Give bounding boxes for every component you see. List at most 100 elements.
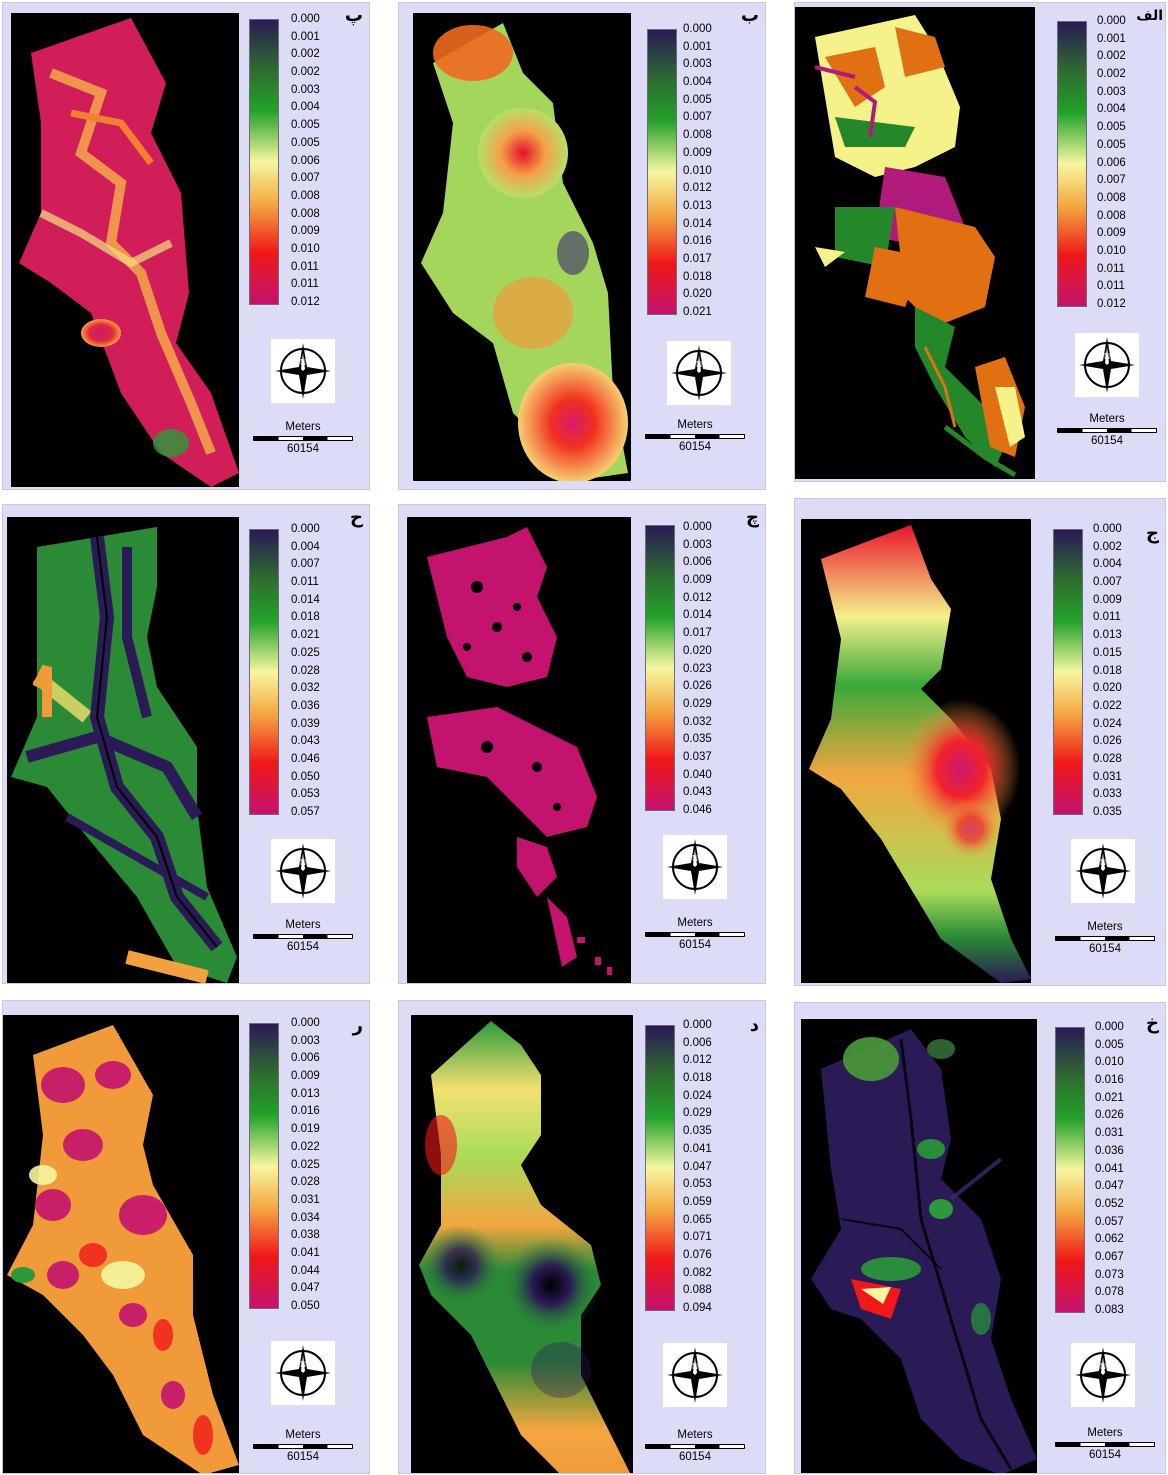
- map-panel-alef: 0.000 0.001 0.002 0.002 0.003 0.004 0.00…: [794, 2, 1166, 482]
- legend-colorbar: [1053, 529, 1083, 815]
- legend-tick: 0.020: [683, 644, 712, 657]
- legend-ticks: 0.000 0.006 0.012 0.018 0.024 0.029 0.03…: [683, 1019, 731, 1315]
- legend-tick: 0.062: [1095, 1233, 1124, 1246]
- raster-map: [809, 525, 1031, 983]
- map-area: [7, 517, 239, 983]
- legend-tick: 0.008: [291, 189, 320, 202]
- legend-tick: 0.026: [1095, 1109, 1124, 1122]
- legend-tick: 0.000: [291, 1017, 320, 1029]
- scale-line: [645, 1444, 745, 1449]
- legend-tick: 0.012: [1097, 298, 1126, 310]
- legend-tick: 0.010: [1095, 1056, 1124, 1069]
- legend-tick: 0.017: [683, 252, 712, 265]
- legend-tick: 0.021: [1095, 1091, 1124, 1104]
- legend-tick: 0.014: [291, 593, 320, 606]
- scale-line: [1055, 1442, 1155, 1447]
- legend-tick: 0.013: [683, 199, 712, 212]
- legend-tick: 0.005: [1097, 138, 1126, 151]
- legend-tick: 0.041: [291, 1246, 320, 1259]
- legend-tick: 0.036: [291, 699, 320, 712]
- legend-tick: 0.073: [1095, 1268, 1124, 1281]
- panel-label: ج: [1146, 523, 1159, 544]
- legend-tick: 0.009: [291, 225, 320, 238]
- scale-line: [645, 932, 745, 937]
- scale-value: 60154: [287, 443, 319, 455]
- raster-map: [7, 1025, 239, 1473]
- legend-tick: 0.034: [291, 1211, 320, 1224]
- legend-tick: 0.000: [1095, 1021, 1124, 1033]
- legend-tick: 0.028: [1093, 752, 1122, 765]
- legend-ticks: 0.000 0.004 0.007 0.011 0.014 0.018 0.02…: [291, 523, 339, 819]
- legend-tick: 0.018: [683, 1072, 712, 1085]
- legend-colorbar: [249, 19, 279, 305]
- map-area: [3, 1015, 239, 1473]
- legend-tick: 0.024: [683, 1089, 712, 1102]
- legend-tick: 0.029: [683, 697, 712, 710]
- legend-tick: 0.007: [291, 172, 320, 185]
- north-arrow-icon: N: [667, 341, 731, 405]
- legend-tick: 0.003: [291, 1034, 320, 1047]
- legend-colorbar: [645, 525, 675, 811]
- map-panel-kh: 0.000 0.005 0.010 0.016 0.021 0.026 0.03…: [794, 1002, 1166, 1474]
- svg-text:N: N: [692, 854, 698, 863]
- legend-tick: 0.036: [1095, 1144, 1124, 1157]
- legend-ticks: 0.000 0.005 0.010 0.016 0.021 0.026 0.03…: [1095, 1021, 1143, 1317]
- legend-tick: 0.009: [1093, 593, 1122, 606]
- legend-tick: 0.076: [683, 1248, 712, 1261]
- legend-tick: 0.047: [291, 1282, 320, 1295]
- legend-tick: 0.043: [683, 786, 712, 799]
- legend-tick: 0.035: [683, 1125, 712, 1138]
- legend-tick: 0.050: [291, 1300, 320, 1312]
- legend-ticks: 0.000 0.001 0.002 0.002 0.003 0.004 0.00…: [291, 13, 339, 309]
- map-area: [407, 517, 631, 983]
- scale-unit: Meters: [1087, 1427, 1123, 1439]
- legend-tick: 0.035: [683, 733, 712, 746]
- legend-tick: 0.022: [291, 1140, 320, 1153]
- legend-tick: 0.005: [1095, 1038, 1124, 1051]
- scale-unit: Meters: [1087, 921, 1123, 933]
- legend-tick: 0.012: [683, 182, 712, 195]
- scale-bar: Meters 60154: [645, 419, 745, 459]
- legend-tick: 0.044: [291, 1264, 320, 1277]
- raster-map: [811, 1029, 1037, 1473]
- legend-tick: 0.065: [683, 1213, 712, 1226]
- legend-tick: 0.020: [683, 288, 712, 301]
- map-area: [11, 13, 239, 487]
- legend-tick: 0.047: [1095, 1180, 1124, 1193]
- scale-unit: Meters: [1089, 413, 1125, 425]
- legend-tick: 0.016: [683, 235, 712, 248]
- legend-tick: 0.050: [291, 770, 320, 783]
- legend-tick: 0.032: [291, 682, 320, 695]
- raster-map: [11, 527, 237, 983]
- legend-tick: 0.006: [683, 1036, 712, 1049]
- scale-bar: Meters 60154: [1055, 921, 1155, 961]
- scale-value: 60154: [287, 941, 319, 953]
- legend-tick: 0.088: [683, 1284, 712, 1297]
- legend-tick: 0.041: [1095, 1162, 1124, 1175]
- panel-label: ب: [740, 5, 759, 26]
- legend-tick: 0.009: [291, 1070, 320, 1083]
- legend-tick: 0.031: [1095, 1127, 1124, 1140]
- scale-line: [253, 1444, 353, 1449]
- map-panel-che: 0.000 0.003 0.006 0.009 0.012 0.014 0.01…: [398, 504, 766, 984]
- legend-tick: 0.040: [683, 768, 712, 781]
- scale-unit: Meters: [285, 919, 321, 931]
- svg-text:N: N: [692, 1362, 698, 1371]
- legend-tick: 0.003: [683, 538, 712, 551]
- legend-tick: 0.001: [291, 30, 320, 43]
- north-arrow-icon: N: [1075, 333, 1139, 397]
- scale-unit: Meters: [677, 1429, 713, 1441]
- legend-tick: 0.053: [291, 788, 320, 801]
- legend-tick: 0.004: [291, 540, 320, 553]
- scale-value: 60154: [1091, 435, 1123, 447]
- legend-colorbar: [1057, 21, 1087, 307]
- legend-tick: 0.046: [683, 804, 712, 816]
- legend-tick: 0.031: [1093, 770, 1122, 783]
- scale-line: [1055, 936, 1155, 941]
- map-area: [413, 13, 631, 481]
- svg-text:N: N: [1100, 858, 1106, 867]
- raster-map: [19, 18, 239, 487]
- legend-tick: 0.020: [1093, 682, 1122, 695]
- north-arrow-icon: N: [663, 1343, 727, 1407]
- legend-tick: 0.023: [683, 662, 712, 675]
